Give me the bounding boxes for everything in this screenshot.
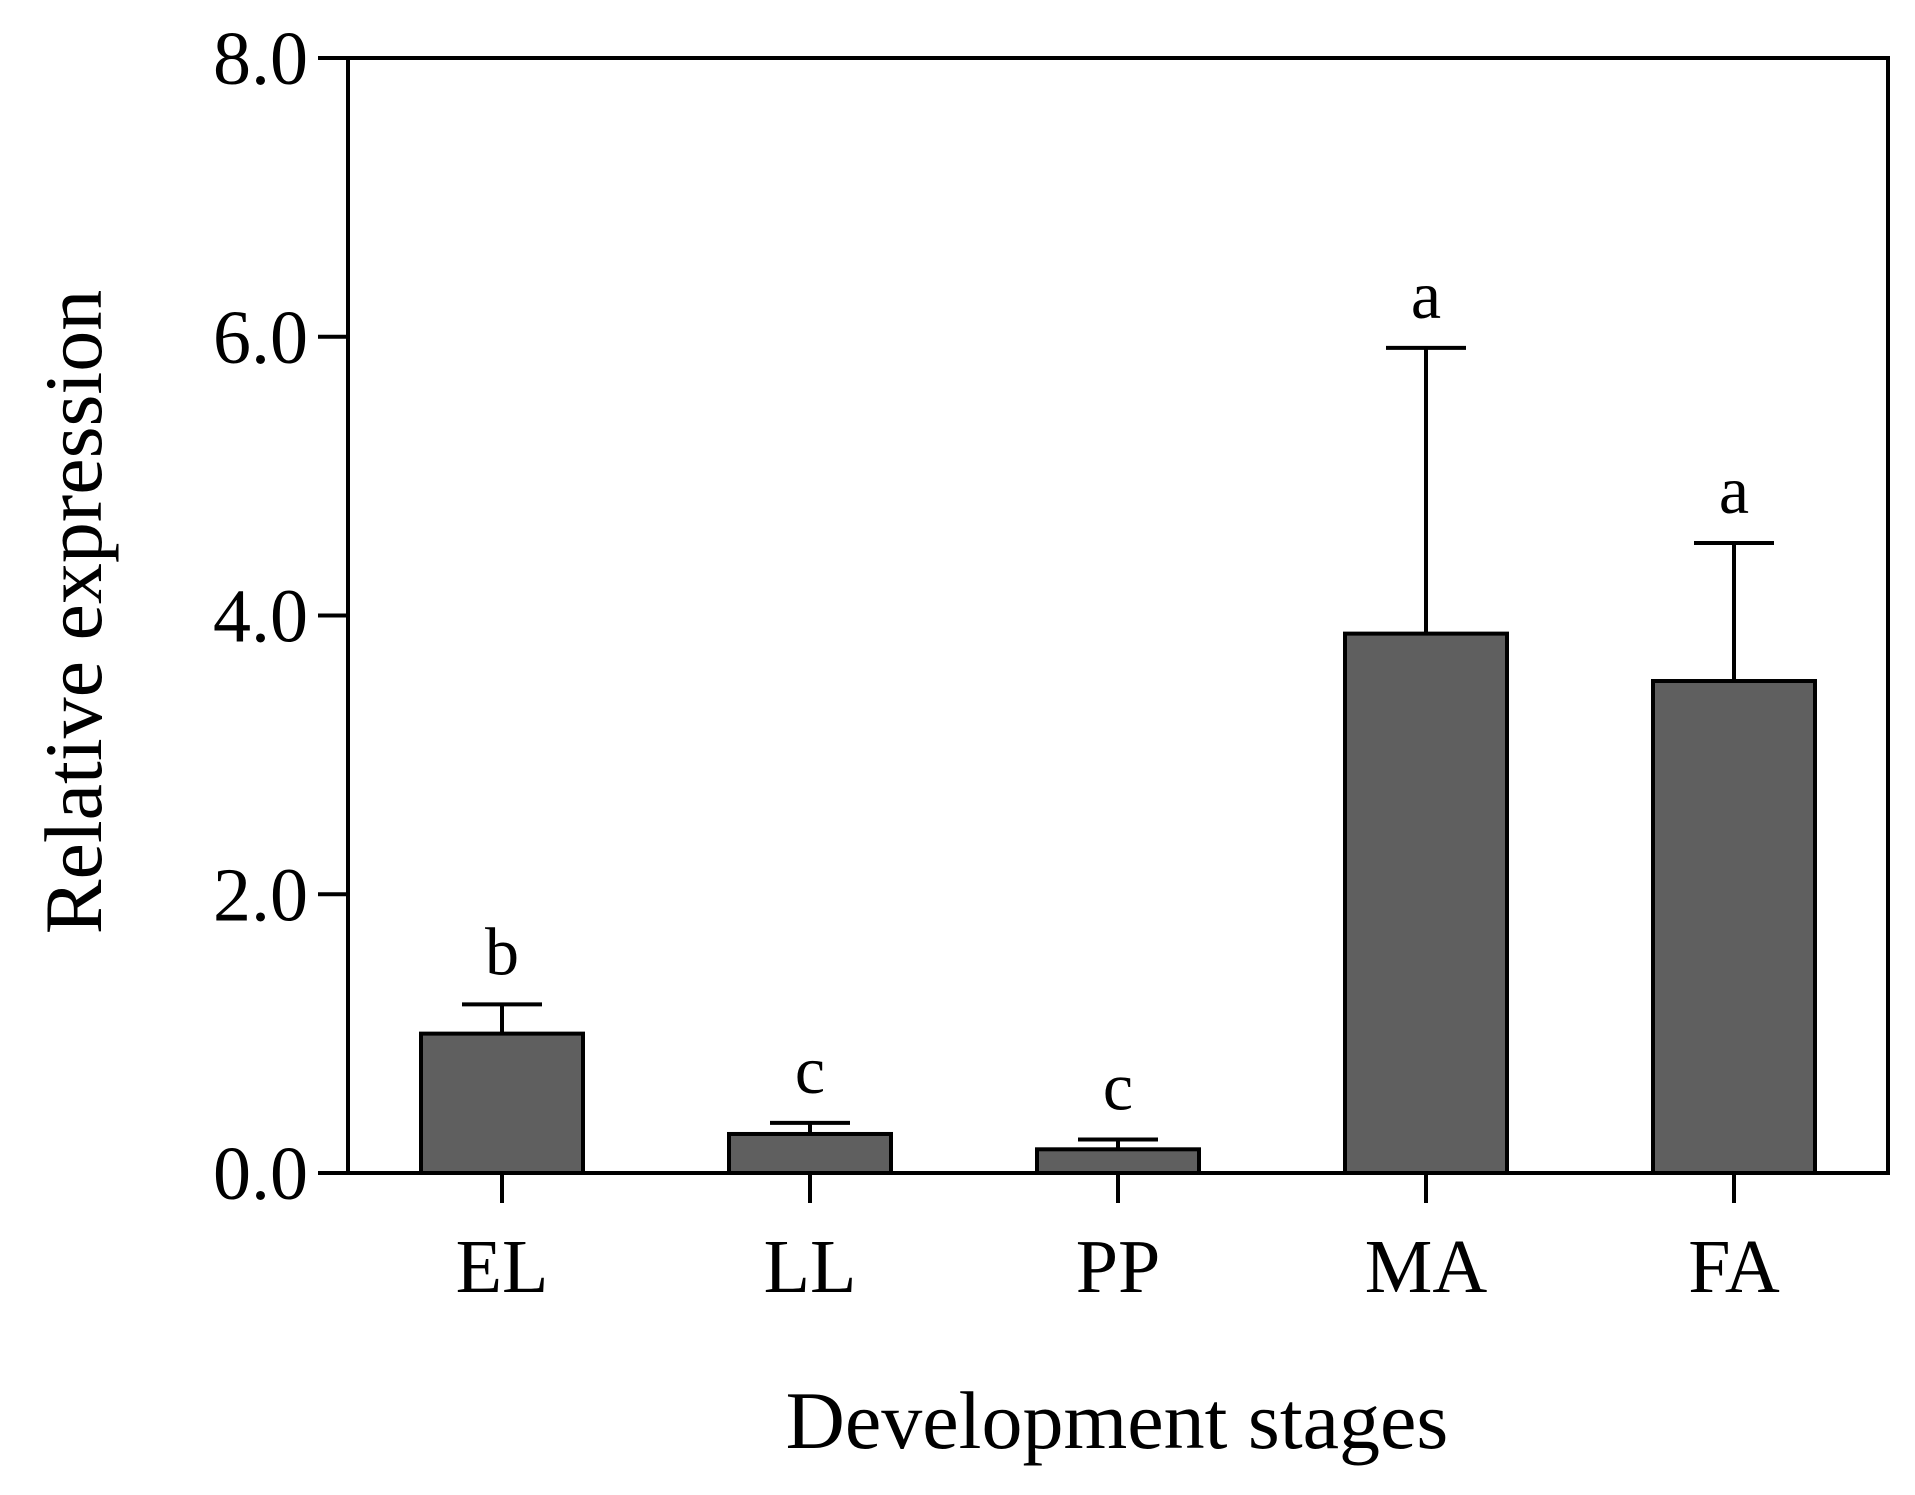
y-tick-label: 0.0 — [213, 1132, 308, 1216]
y-tick-label: 4.0 — [213, 575, 308, 659]
x-tick-label-pp: PP — [1076, 1225, 1161, 1309]
bar-fa — [1651, 679, 1817, 1175]
significance-letter-ll: c — [795, 1032, 825, 1108]
y-tick-label: 6.0 — [213, 296, 308, 380]
x-tick-label-el: EL — [456, 1225, 549, 1309]
significance-letter-pp: c — [1103, 1049, 1133, 1125]
significance-letters: b c c a a — [485, 257, 1749, 1125]
significance-letter-el: b — [485, 913, 519, 989]
bar-ma — [1343, 631, 1509, 1175]
error-bars — [462, 345, 1774, 1150]
bar-el — [419, 1031, 585, 1175]
significance-letter-fa: a — [1719, 452, 1749, 528]
bars — [419, 631, 1817, 1176]
y-tick-label: 8.0 — [213, 17, 308, 101]
x-tick-label-fa: FA — [1688, 1225, 1780, 1309]
bar-pp — [1035, 1147, 1201, 1176]
tick-labels: 0.0 2.0 4.0 6.0 8.0 EL LL PP MA FA — [213, 17, 1780, 1309]
x-tick-label-ma: MA — [1365, 1225, 1488, 1309]
significance-letter-ma: a — [1411, 257, 1441, 333]
bar-ll — [727, 1131, 893, 1175]
y-tick-label: 2.0 — [213, 853, 308, 937]
x-axis-title: Development stages — [786, 1375, 1449, 1466]
x-tick-label-ll: LL — [764, 1225, 857, 1309]
y-axis-title: Relative expression — [28, 290, 119, 934]
